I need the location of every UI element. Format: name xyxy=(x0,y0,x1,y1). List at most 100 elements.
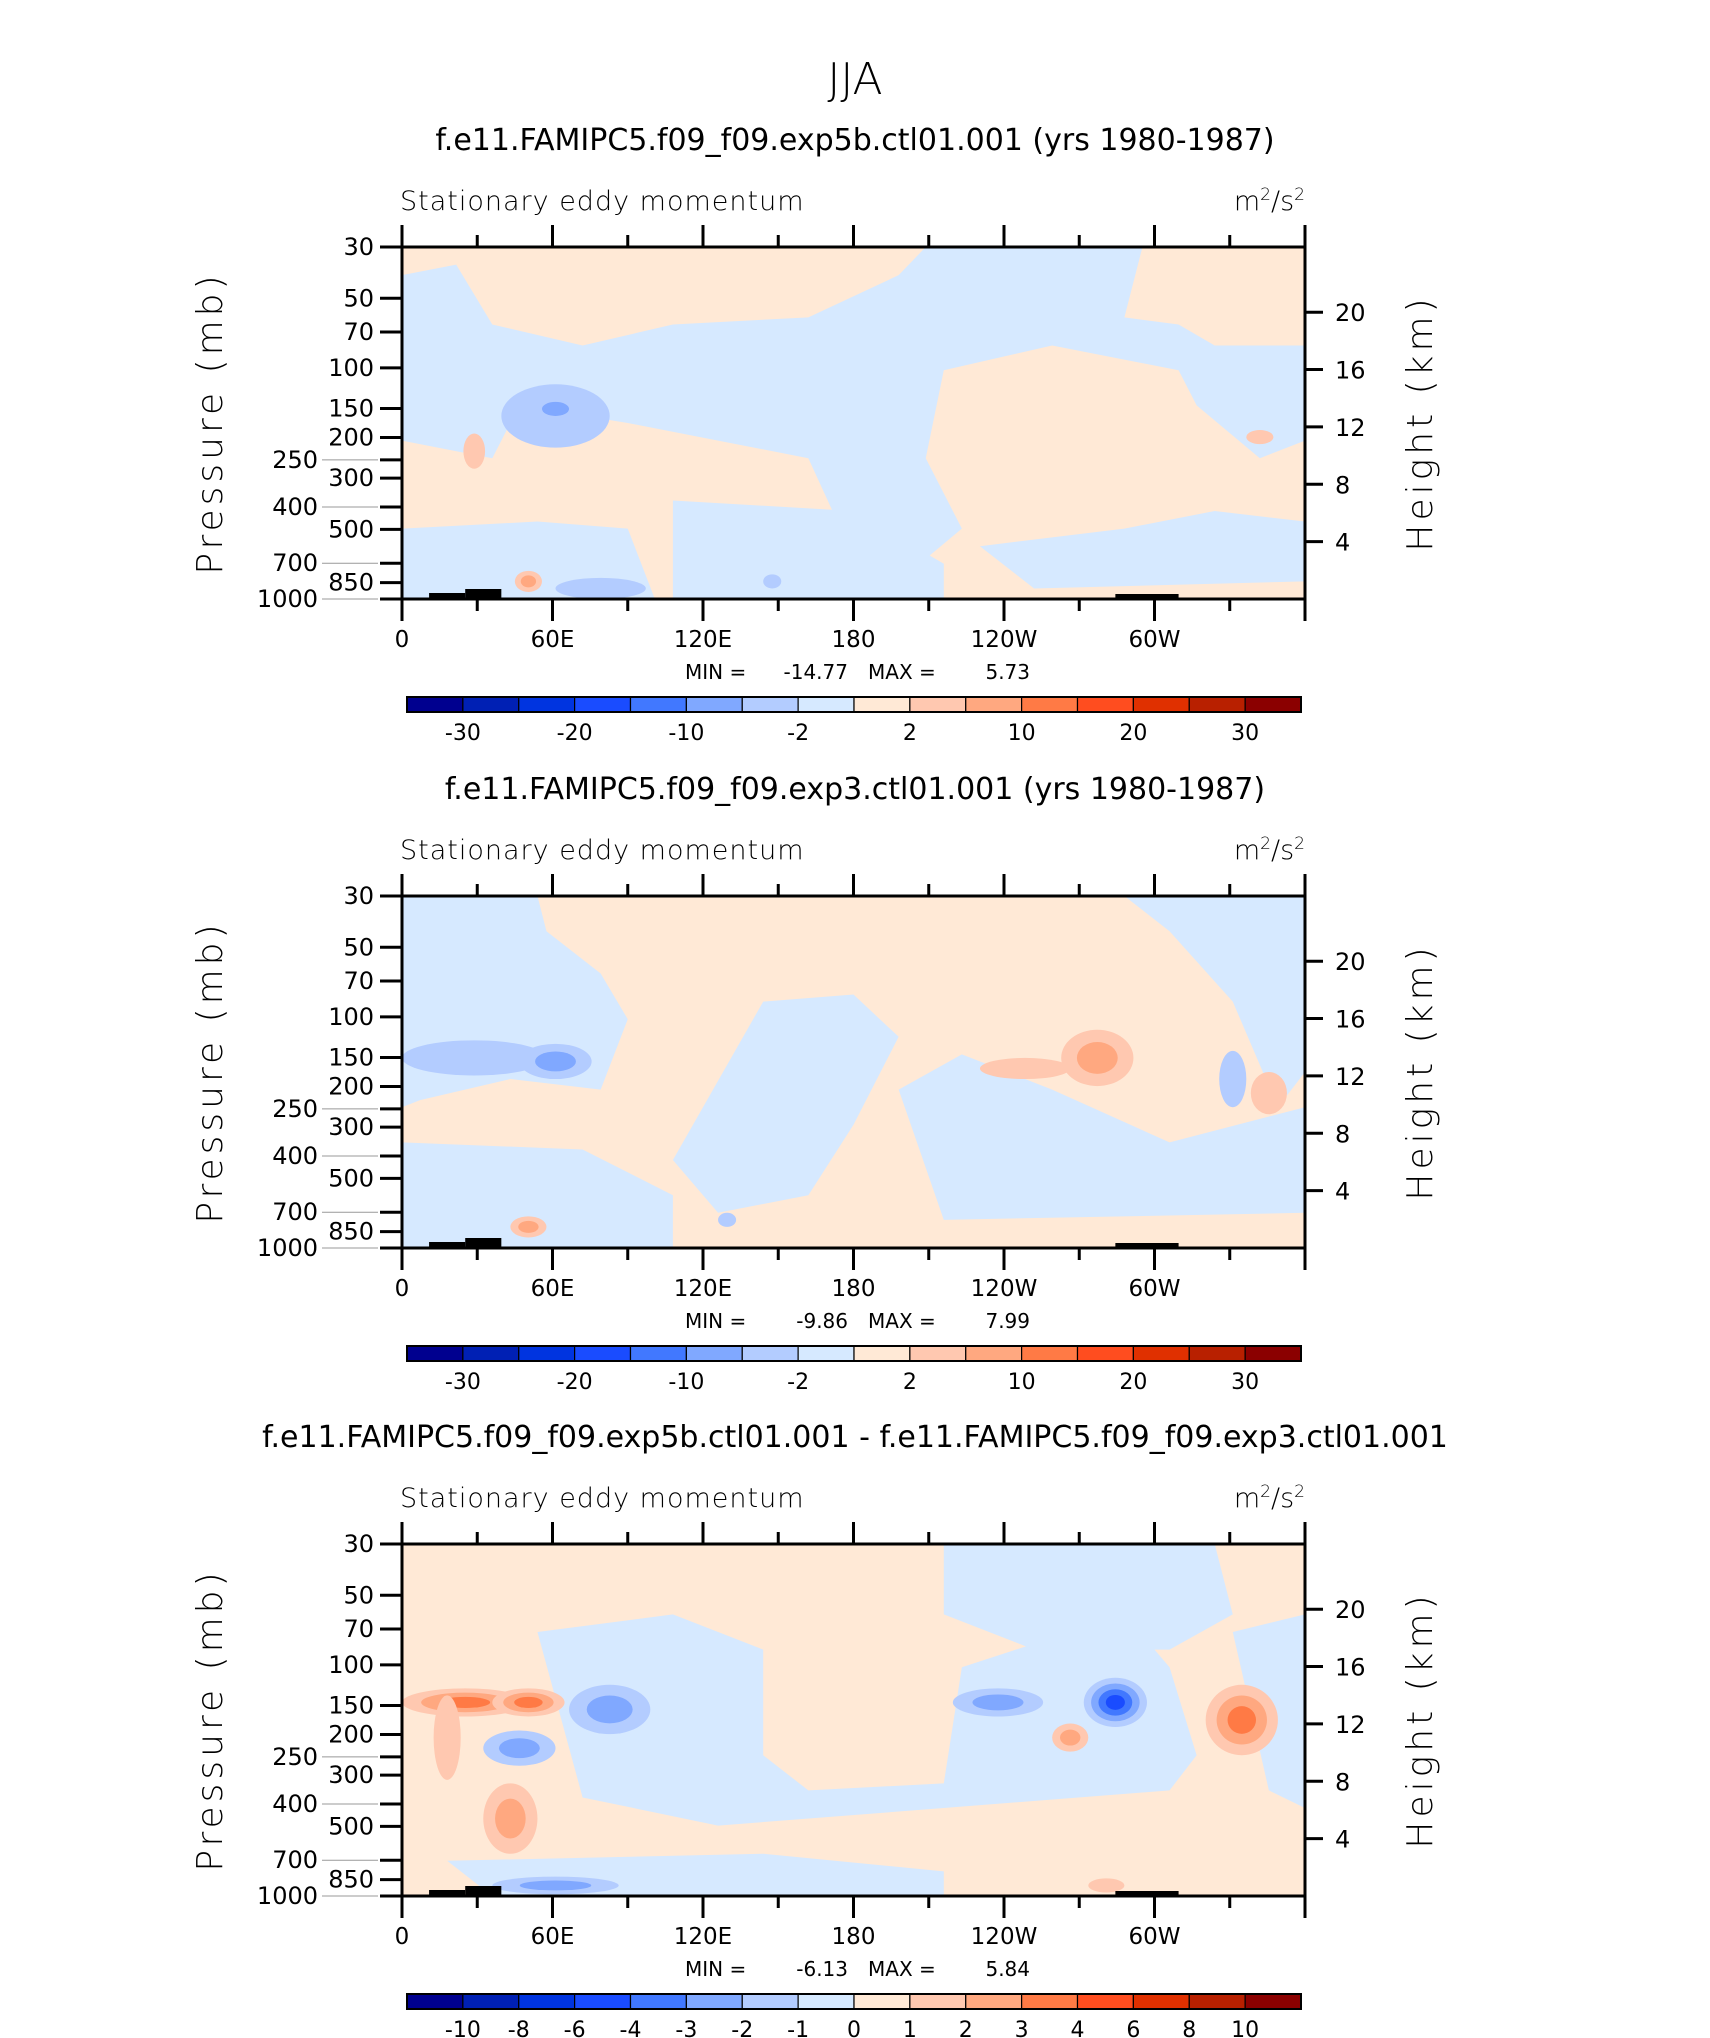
colorbar-label: 10 xyxy=(1008,1370,1036,1395)
colorbar-box xyxy=(1021,1345,1079,1362)
colorbar-box xyxy=(909,1345,967,1362)
contour-region xyxy=(495,1798,526,1839)
colorbar-box xyxy=(797,1345,855,1362)
contour-region xyxy=(433,1695,461,1780)
y-right-tick-label: 12 xyxy=(1335,1063,1366,1091)
x-tick-label: 0 xyxy=(395,627,410,653)
y-tick-label: 1000 xyxy=(257,1882,318,1910)
contour-region xyxy=(519,1880,592,1891)
y-right-tick-label: 8 xyxy=(1335,471,1350,499)
colorbar-box xyxy=(741,1993,799,2010)
colorbar-box xyxy=(797,1993,855,2010)
y-tick-label: 300 xyxy=(328,464,374,492)
contour-region xyxy=(541,401,570,416)
colorbar-box xyxy=(1076,1993,1134,2010)
colorbar-frame xyxy=(406,1993,1302,2010)
contour-region xyxy=(1105,1694,1125,1710)
colorbar-box xyxy=(685,1993,743,2010)
contour-region xyxy=(498,1738,540,1759)
colorbar-label: 6 xyxy=(1126,2018,1140,2038)
y-right-tick-label: 8 xyxy=(1335,1120,1350,1148)
y-tick-label: 700 xyxy=(272,1846,318,1874)
x-tick-label: 120E xyxy=(674,1924,732,1950)
y-tick-label: 700 xyxy=(272,549,318,577)
colorbar-label: 2 xyxy=(959,2018,973,2038)
colorbar-label: 8 xyxy=(1182,2018,1196,2038)
max-label: MAX = xyxy=(868,1309,936,1333)
x-tick-label: 60W xyxy=(1128,1276,1180,1302)
y-tick-label: 30 xyxy=(343,882,374,910)
colorbar-box xyxy=(1244,1345,1302,1362)
colorbar-box xyxy=(741,1345,799,1362)
y-tick-label: 250 xyxy=(272,1095,318,1123)
colorbar-box xyxy=(685,696,743,713)
contour-region xyxy=(1124,896,1305,1108)
left-string: Stationary eddy momentum xyxy=(400,186,805,217)
colorbar-box xyxy=(629,1345,687,1362)
colorbar-box xyxy=(1188,696,1246,713)
contour-region xyxy=(979,1057,1071,1080)
colorbar-label: -10 xyxy=(668,1370,704,1395)
y-right-tick-label: 16 xyxy=(1335,1654,1366,1682)
colorbar-label: -20 xyxy=(557,1370,593,1395)
contour-region xyxy=(537,1614,1197,1826)
colorbar-box xyxy=(853,1993,911,2010)
colorbar-box xyxy=(462,1993,520,2010)
y-tick-label: 850 xyxy=(328,569,374,597)
x-tick-label: 60W xyxy=(1128,627,1180,653)
colorbar-box xyxy=(1076,696,1134,713)
y-right-tick-label: 4 xyxy=(1335,1178,1350,1206)
y-axis-label: Pressure (mb) xyxy=(190,920,231,1223)
y-tick-label: 300 xyxy=(328,1761,374,1789)
colorbar-box xyxy=(1244,1993,1302,2010)
x-tick-label: 180 xyxy=(832,1924,876,1950)
min-value: -6.13 xyxy=(796,1957,848,1981)
y-tick-label: 70 xyxy=(343,967,374,995)
topography xyxy=(465,1238,502,1248)
colorbar-box xyxy=(965,696,1023,713)
max-value: 5.73 xyxy=(985,660,1030,684)
colorbar-label: 30 xyxy=(1231,1370,1259,1395)
colorbar-box xyxy=(909,696,967,713)
panel-3: f.e11.FAMIPC5.f09_f09.exp5b.ctl01.001 - … xyxy=(190,1420,1448,2038)
plot-title: f.e11.FAMIPC5.f09_f09.exp3.ctl01.001 (yr… xyxy=(445,772,1265,807)
topography xyxy=(465,589,502,599)
y-tick-label: 500 xyxy=(328,515,374,543)
topography xyxy=(429,1242,466,1248)
y-tick-label: 250 xyxy=(272,1743,318,1771)
y-right-tick-label: 20 xyxy=(1335,948,1366,976)
y-tick-label: 150 xyxy=(328,1044,374,1072)
colorbar-label: 4 xyxy=(1071,2018,1085,2038)
left-string: Stationary eddy momentum xyxy=(400,1483,805,1514)
y-axis-label: Pressure (mb) xyxy=(190,271,231,574)
colorbar-box xyxy=(741,696,799,713)
panel-2: f.e11.FAMIPC5.f09_f09.exp3.ctl01.001 (yr… xyxy=(190,772,1441,1395)
contour-region xyxy=(718,1212,737,1227)
y-tick-label: 850 xyxy=(328,1218,374,1246)
page-title: JJA xyxy=(827,54,882,105)
topography xyxy=(1115,594,1179,599)
colorbar-box xyxy=(1132,696,1190,713)
colorbar-box xyxy=(406,1993,464,2010)
contour-region xyxy=(672,500,944,599)
colorbar-box xyxy=(574,696,632,713)
plot-title: f.e11.FAMIPC5.f09_f09.exp5b.ctl01.001 (y… xyxy=(435,123,1274,158)
contour-field xyxy=(402,896,1305,1248)
y-right-tick-label: 20 xyxy=(1335,1596,1366,1624)
colorbar-label: 2 xyxy=(903,721,917,746)
contour-region xyxy=(1246,430,1274,445)
y-tick-label: 500 xyxy=(328,1164,374,1192)
y-tick-label: 200 xyxy=(328,1720,374,1748)
units-label: m2/s2 xyxy=(1234,834,1305,866)
colorbar-label: -1 xyxy=(787,2018,809,2038)
y-tick-label: 100 xyxy=(328,1651,374,1679)
colorbar-label: -2 xyxy=(731,2018,753,2038)
y-tick-label: 1000 xyxy=(257,585,318,613)
contour-region xyxy=(763,574,782,589)
contour-region xyxy=(1219,1050,1247,1108)
x-tick-label: 0 xyxy=(395,1924,410,1950)
contour-region xyxy=(979,511,1305,589)
y-tick-label: 30 xyxy=(343,1530,374,1558)
y-right-tick-label: 4 xyxy=(1335,529,1350,557)
